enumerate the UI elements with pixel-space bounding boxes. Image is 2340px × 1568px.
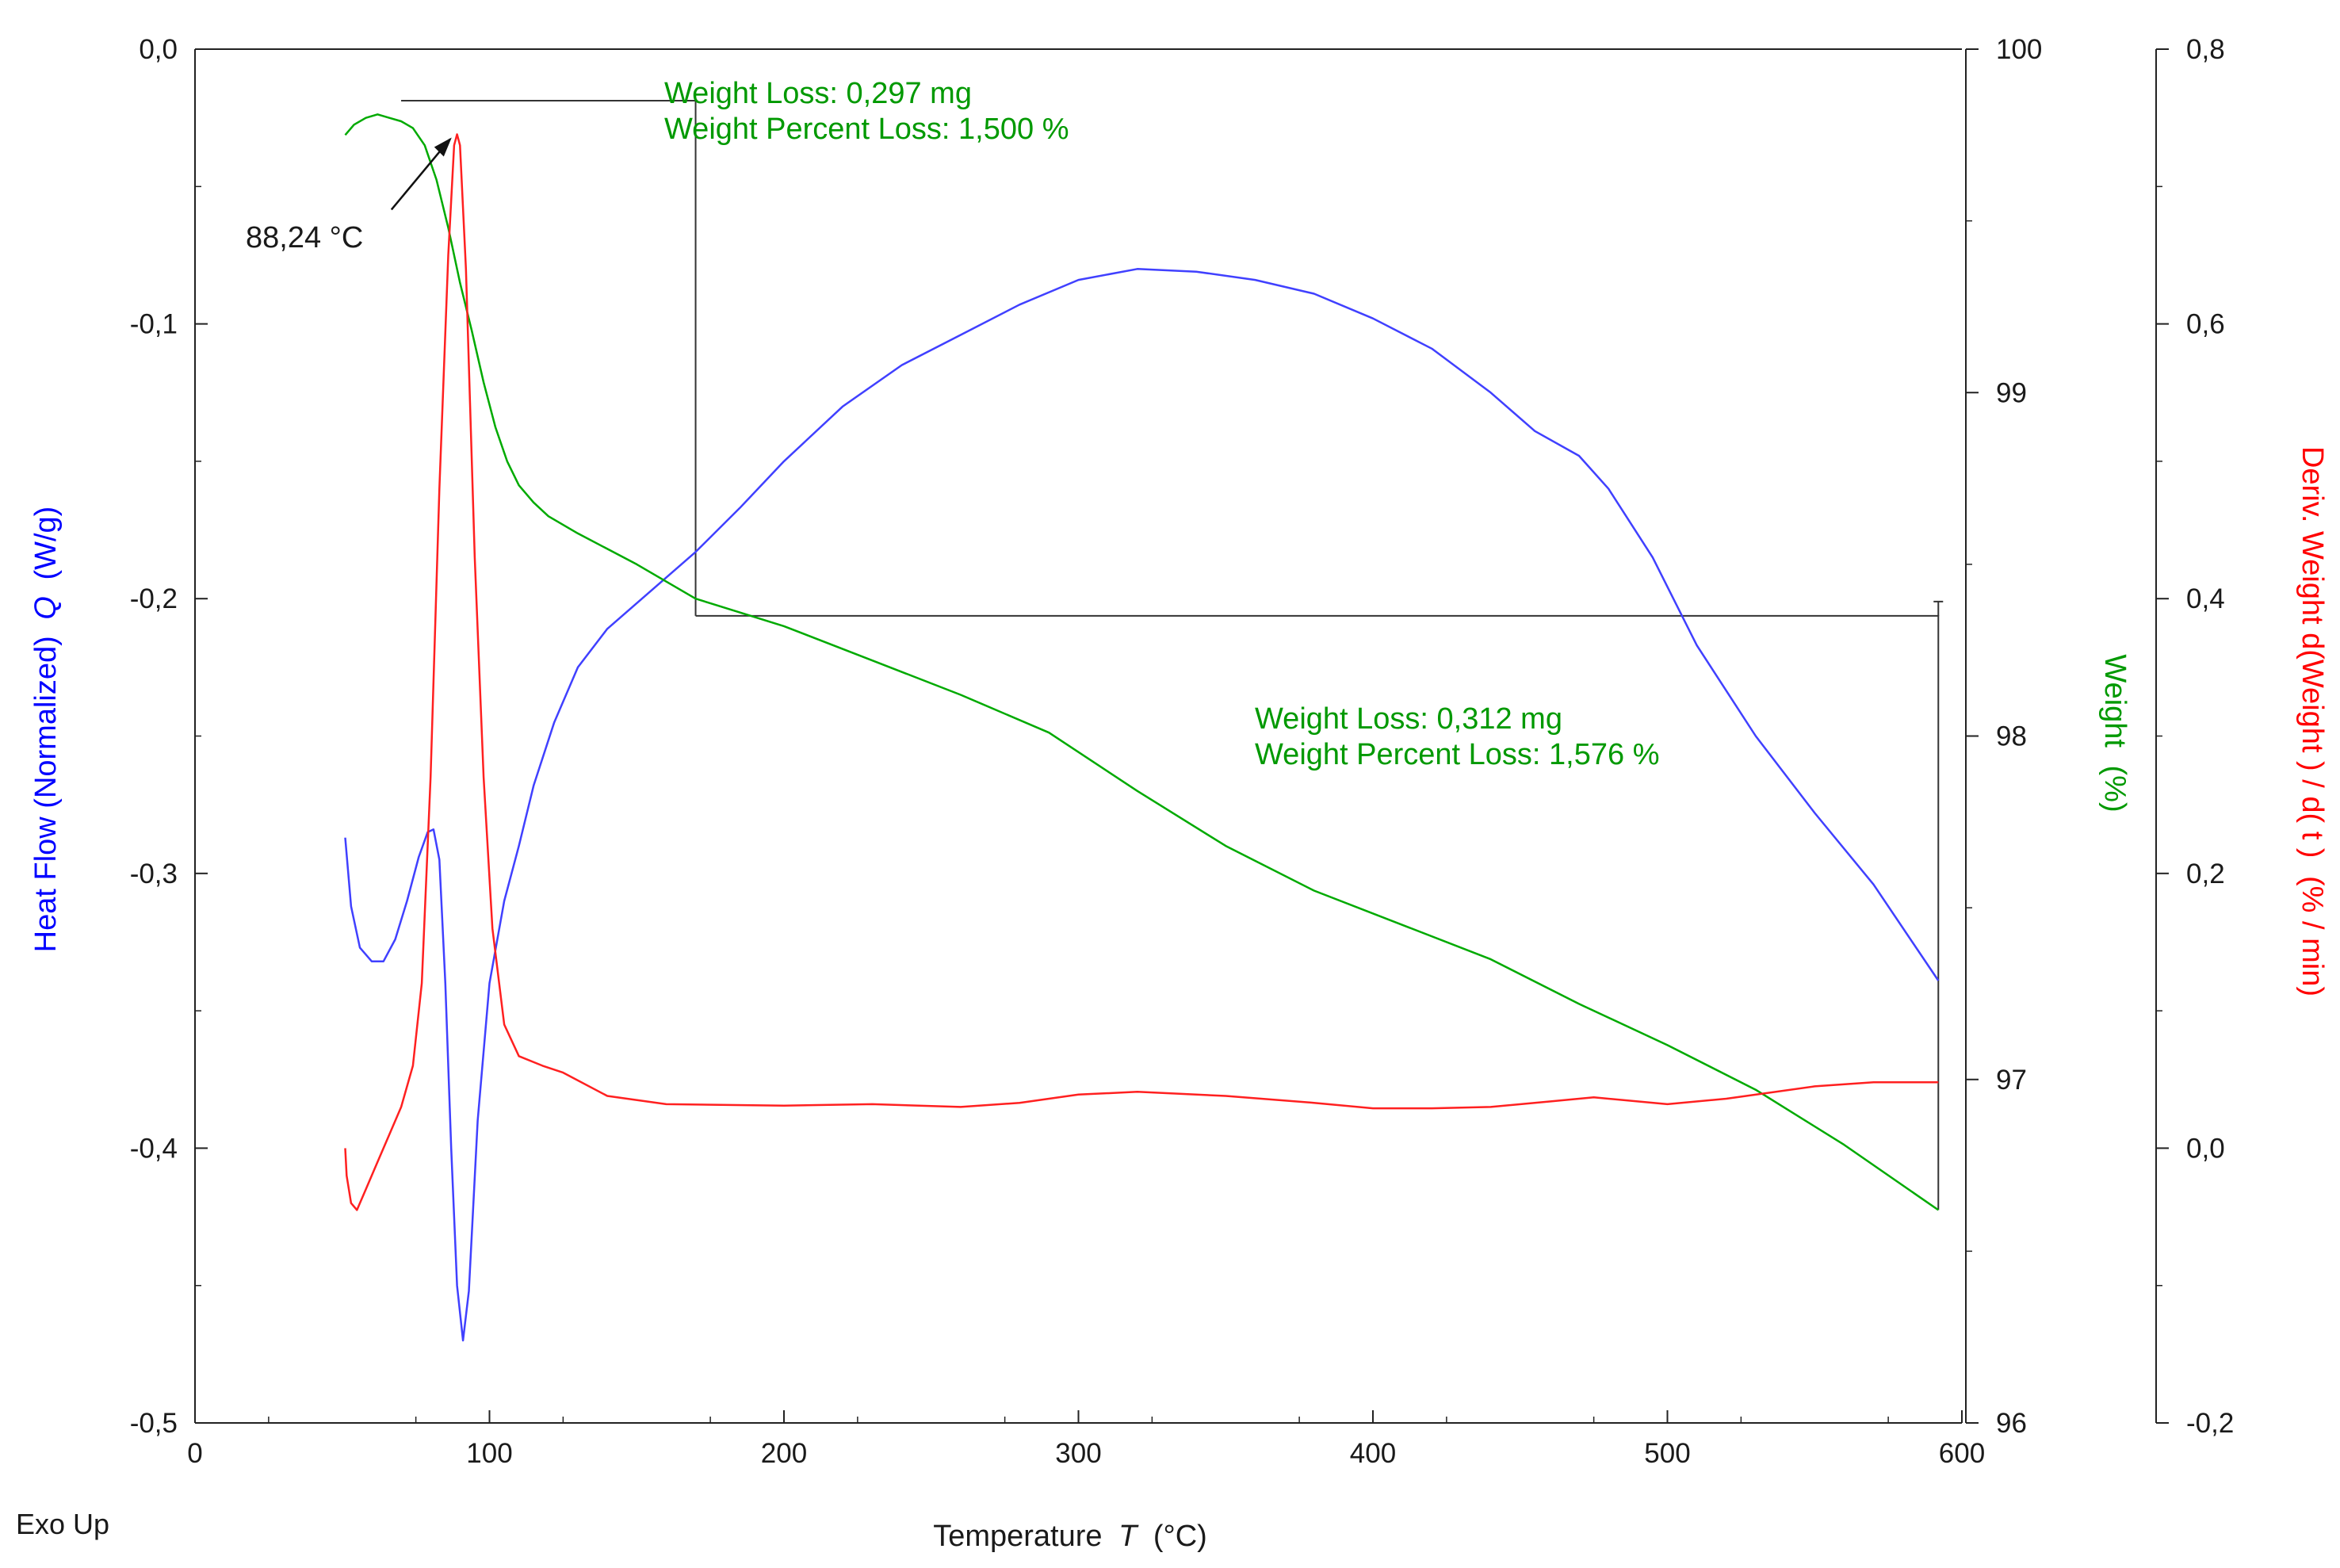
heat-flow-tick-label: -0,2 [130, 583, 178, 614]
series-lines [344, 113, 1940, 1342]
x-tick-label: 600 [1939, 1438, 1985, 1469]
weight-tick-label: 96 [1996, 1408, 2027, 1439]
x-tick-label: 500 [1644, 1438, 1690, 1469]
series-line-weight [344, 113, 1940, 1211]
x-axis-unit: (°C) [1153, 1520, 1207, 1553]
weight-step-markers [401, 99, 1944, 1210]
x-tick-label: 400 [1350, 1438, 1396, 1469]
series-line-deriv-weight [344, 133, 1939, 1211]
heat-flow-tick-label: -0,4 [130, 1133, 178, 1164]
x-axis-label: Temperature [933, 1520, 1102, 1553]
step1-marker [401, 99, 697, 616]
x-axis-symbol: T [1118, 1520, 1139, 1553]
heat-flow-tick-label: 0,0 [139, 34, 178, 65]
heat-flow-tick-label: -0,1 [130, 309, 178, 340]
deriv-weight-axis-unit: (% / min) [2296, 876, 2329, 996]
weight-tick-label: 97 [1996, 1065, 2027, 1096]
series-line-heat-flow [344, 268, 1940, 1342]
deriv-weight-tick-label: 0,2 [2186, 859, 2225, 889]
step2-weight-loss-label: Weight Loss: 0,312 mg [1255, 702, 1562, 736]
step1-weight-percent-loss-label: Weight Percent Loss: 1,500 % [664, 113, 1069, 146]
weight-axis-label: Weight [2098, 654, 2132, 748]
heat-flow-axis-label: Heat Flow (Normalized) [29, 636, 63, 952]
x-axis-title: Temperature T (°C) [933, 1520, 1207, 1553]
deriv-weight-axis-title: Deriv. Weight d(Weight ) / d( t ) (% / m… [2296, 446, 2329, 996]
step2-weight-percent-loss-label: Weight Percent Loss: 1,576 % [1255, 738, 1659, 771]
x-tick-label: 300 [1055, 1438, 1101, 1469]
weight-axis-unit: (%) [2098, 766, 2132, 813]
annotations: 88,24 °C Weight Loss: 0,297 mg Weight Pe… [246, 77, 1659, 771]
weight-tick-label: 98 [1996, 721, 2027, 752]
heat-flow-axis-symbol: Q [29, 596, 63, 620]
x-tick-label: 0 [187, 1438, 202, 1469]
axis-titles: Temperature T (°C) Heat Flow (Normalized… [16, 446, 2329, 1553]
heat-flow-axis-unit: (W/g) [29, 507, 63, 580]
weight-tick-label: 99 [1996, 377, 2027, 408]
deriv-weight-tick-label: 0,0 [2186, 1133, 2225, 1164]
heat-flow-tick-label: -0,5 [130, 1408, 178, 1439]
deriv-weight-tick-label: 0,6 [2186, 309, 2225, 340]
deriv-weight-tick-label: 0,8 [2186, 34, 2225, 65]
x-tick-label: 100 [466, 1438, 512, 1469]
peak-temperature-label: 88,24 °C [246, 221, 363, 254]
deriv-weight-axis-label: Deriv. Weight d(Weight ) / d( t ) [2296, 446, 2329, 858]
step1-weight-loss-label: Weight Loss: 0,297 mg [664, 77, 972, 110]
deriv-weight-tick-label: -0,2 [2186, 1408, 2234, 1439]
weight-tick-label: 100 [1996, 34, 2042, 65]
weight-axis-title: Weight (%) [2098, 654, 2132, 812]
heat-flow-axis-title: Heat Flow (Normalized) Q (W/g) [29, 507, 63, 953]
exo-up-label: Exo Up [16, 1508, 109, 1540]
peak-arrow-head [434, 137, 452, 157]
heat-flow-tick-label: -0,3 [130, 859, 178, 889]
x-tick-label: 200 [761, 1438, 807, 1469]
axes: 0 100 200 300 400 500 600 0,0 -0,1 -0,2 -0,3 -0,4 -0… [130, 34, 2235, 1469]
deriv-weight-tick-label: 0,4 [2186, 583, 2225, 614]
